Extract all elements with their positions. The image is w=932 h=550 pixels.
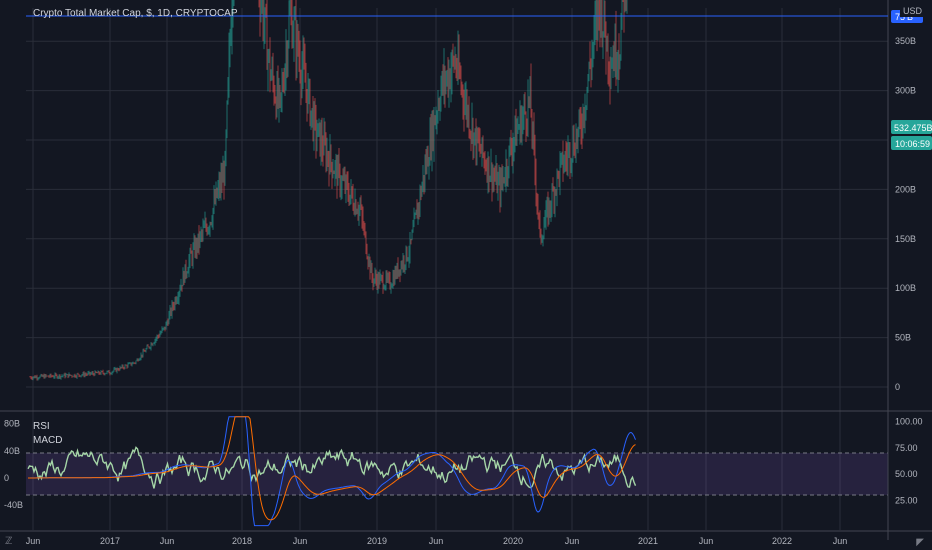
- macd-tick-label: -40B: [4, 500, 23, 510]
- grid-lines: [26, 8, 888, 530]
- time-tick-label: 2022: [772, 536, 792, 546]
- time-tick-label: Jun: [565, 536, 580, 546]
- rsi-band: [26, 452, 888, 496]
- rsi-tick-label: 25.00: [895, 495, 918, 505]
- zoom-left-icon[interactable]: ℤ: [5, 536, 13, 547]
- rsi-tick-label: 50.00: [895, 469, 918, 479]
- price-tick-label: 300B: [895, 86, 916, 96]
- currency-background: [900, 3, 930, 17]
- zoom-right-icon[interactable]: ◤: [916, 537, 924, 548]
- macd-tick-label: 80B: [4, 419, 20, 429]
- currency-label[interactable]: USD: [903, 6, 923, 16]
- chart-title: Crypto Total Market Cap, $, 1D, CRYPTOCA…: [33, 8, 238, 19]
- rsi-tick-label: 100.00: [895, 417, 923, 427]
- time-tick-label: 2021: [638, 536, 658, 546]
- price-tick-label: 50B: [895, 333, 911, 343]
- time-tick-label: 2018: [232, 536, 252, 546]
- time-tick-label: Jun: [160, 536, 175, 546]
- rsi-tick-label: 75.00: [895, 443, 918, 453]
- rsi-label: RSI: [33, 421, 50, 432]
- countdown-badge: [891, 136, 932, 150]
- time-tick-label: Jun: [293, 536, 308, 546]
- time-tick-label: Jun: [833, 536, 848, 546]
- price-candles: [29, 0, 628, 381]
- price-tick-label: 150B: [895, 234, 916, 244]
- time-tick-label: Jun: [699, 536, 714, 546]
- oscillator-lines: [27, 416, 637, 527]
- macd-label: MACD: [33, 435, 62, 446]
- rsi-line: [27, 446, 637, 489]
- rsi-band-fill: [26, 453, 888, 495]
- price-tick-label: 350B: [895, 36, 916, 46]
- countdown-value: 10:06:59: [895, 139, 930, 149]
- time-tick-label: Jun: [429, 536, 444, 546]
- last-price-badge[interactable]: [891, 120, 932, 134]
- time-tick-label: Jun: [26, 536, 41, 546]
- price-tick-label: 100B: [895, 283, 916, 293]
- last-price-value: 532.475B: [894, 123, 932, 133]
- macd-signal-line: [28, 416, 636, 521]
- time-tick-label: 2020: [503, 536, 523, 546]
- macd-tick-label: 40B: [4, 446, 20, 456]
- macd-tick-label: 0: [4, 473, 9, 483]
- price-tick-label: 0: [895, 382, 900, 392]
- time-tick-label: 2019: [367, 536, 387, 546]
- time-tick-label: 2017: [100, 536, 120, 546]
- price-tick-label: 200B: [895, 184, 916, 194]
